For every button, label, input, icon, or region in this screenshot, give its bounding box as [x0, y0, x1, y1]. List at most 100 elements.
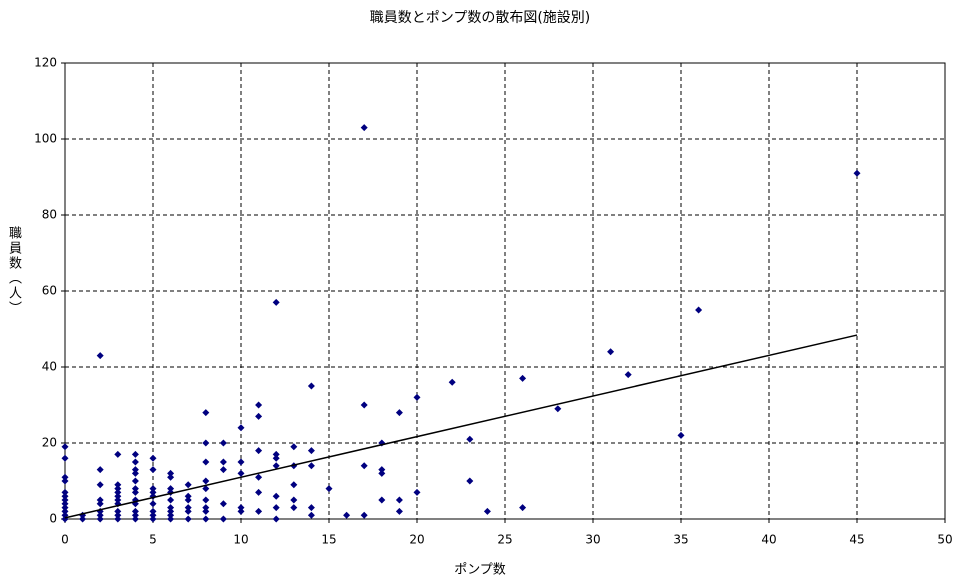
- data-point: [255, 447, 263, 455]
- data-point: [624, 371, 632, 379]
- data-point: [343, 511, 351, 519]
- x-tick-label: 15: [321, 533, 336, 547]
- data-point: [184, 515, 192, 523]
- data-point: [290, 481, 298, 489]
- x-tick-label: 40: [761, 533, 776, 547]
- data-point: [184, 481, 192, 489]
- data-point: [184, 507, 192, 515]
- x-tick-label: 30: [585, 533, 600, 547]
- data-point: [131, 469, 139, 477]
- trendline: [64, 334, 858, 519]
- data-point: [61, 477, 69, 485]
- data-point: [483, 507, 491, 515]
- data-point: [255, 488, 263, 496]
- x-tick-label: 5: [149, 533, 157, 547]
- data-point: [272, 515, 280, 523]
- data-point: [202, 439, 210, 447]
- data-point: [114, 515, 122, 523]
- data-point: [378, 496, 386, 504]
- data-point: [378, 466, 386, 474]
- data-point: [237, 469, 245, 477]
- data-point: [131, 507, 139, 515]
- data-point: [255, 401, 263, 409]
- y-tick-label: 0: [49, 512, 57, 526]
- data-point: [61, 454, 69, 462]
- chart-title: 職員数とポンプ数の散布図(施設別): [370, 10, 591, 26]
- data-point: [131, 466, 139, 474]
- data-point: [114, 488, 122, 496]
- data-point: [219, 515, 227, 523]
- data-point: [61, 500, 69, 508]
- x-tick-label: 50: [937, 533, 952, 547]
- data-point: [167, 469, 175, 477]
- x-tick-label: 35: [673, 533, 688, 547]
- data-point: [272, 504, 280, 512]
- data-point: [114, 492, 122, 500]
- data-point: [96, 511, 104, 519]
- data-point: [255, 412, 263, 420]
- data-point: [237, 424, 245, 432]
- data-point: [61, 488, 69, 496]
- data-point: [307, 447, 315, 455]
- data-point: [167, 504, 175, 512]
- data-point: [96, 481, 104, 489]
- data-point: [360, 124, 368, 132]
- data-point: [61, 507, 69, 515]
- data-point: [607, 348, 615, 356]
- y-tick-label: 20: [42, 436, 57, 450]
- plot-frame: [64, 62, 946, 520]
- data-point: [272, 492, 280, 500]
- data-point: [466, 435, 474, 443]
- data-point: [519, 374, 527, 382]
- x-tick-label: 45: [849, 533, 864, 547]
- y-tick-label: 80: [42, 208, 57, 222]
- x-tick-label: 0: [61, 533, 69, 547]
- data-point: [149, 454, 157, 462]
- data-point: [255, 473, 263, 481]
- data-point: [413, 488, 421, 496]
- data-point: [290, 504, 298, 512]
- data-point: [307, 504, 315, 512]
- data-point: [61, 473, 69, 481]
- data-point: [853, 169, 861, 177]
- data-point: [272, 462, 280, 470]
- data-point: [167, 507, 175, 515]
- data-point: [202, 409, 210, 417]
- data-point: [272, 450, 280, 458]
- data-point: [395, 409, 403, 417]
- data-point: [202, 477, 210, 485]
- data-point: [131, 477, 139, 485]
- data-point: [131, 511, 139, 519]
- data-point: [131, 488, 139, 496]
- data-point: [307, 462, 315, 470]
- data-point: [695, 306, 703, 314]
- data-point: [255, 507, 263, 515]
- data-point: [219, 439, 227, 447]
- data-point: [61, 443, 69, 451]
- data-point: [219, 500, 227, 508]
- data-point: [360, 462, 368, 470]
- data-point: [290, 443, 298, 451]
- data-point: [149, 507, 157, 515]
- data-point: [149, 500, 157, 508]
- data-point: [395, 507, 403, 515]
- data-point: [79, 515, 87, 523]
- data-point: [114, 507, 122, 515]
- data-point: [114, 481, 122, 489]
- x-axis-label: ポンプ数: [454, 563, 506, 578]
- data-point: [219, 466, 227, 474]
- data-point: [202, 515, 210, 523]
- data-point: [184, 504, 192, 512]
- data-point: [149, 511, 157, 519]
- data-point: [114, 511, 122, 519]
- data-point: [554, 405, 562, 413]
- data-point: [448, 378, 456, 386]
- data-point: [61, 496, 69, 504]
- data-point: [96, 466, 104, 474]
- data-point: [307, 511, 315, 519]
- data-point: [61, 492, 69, 500]
- data-point: [167, 511, 175, 519]
- data-point: [237, 458, 245, 466]
